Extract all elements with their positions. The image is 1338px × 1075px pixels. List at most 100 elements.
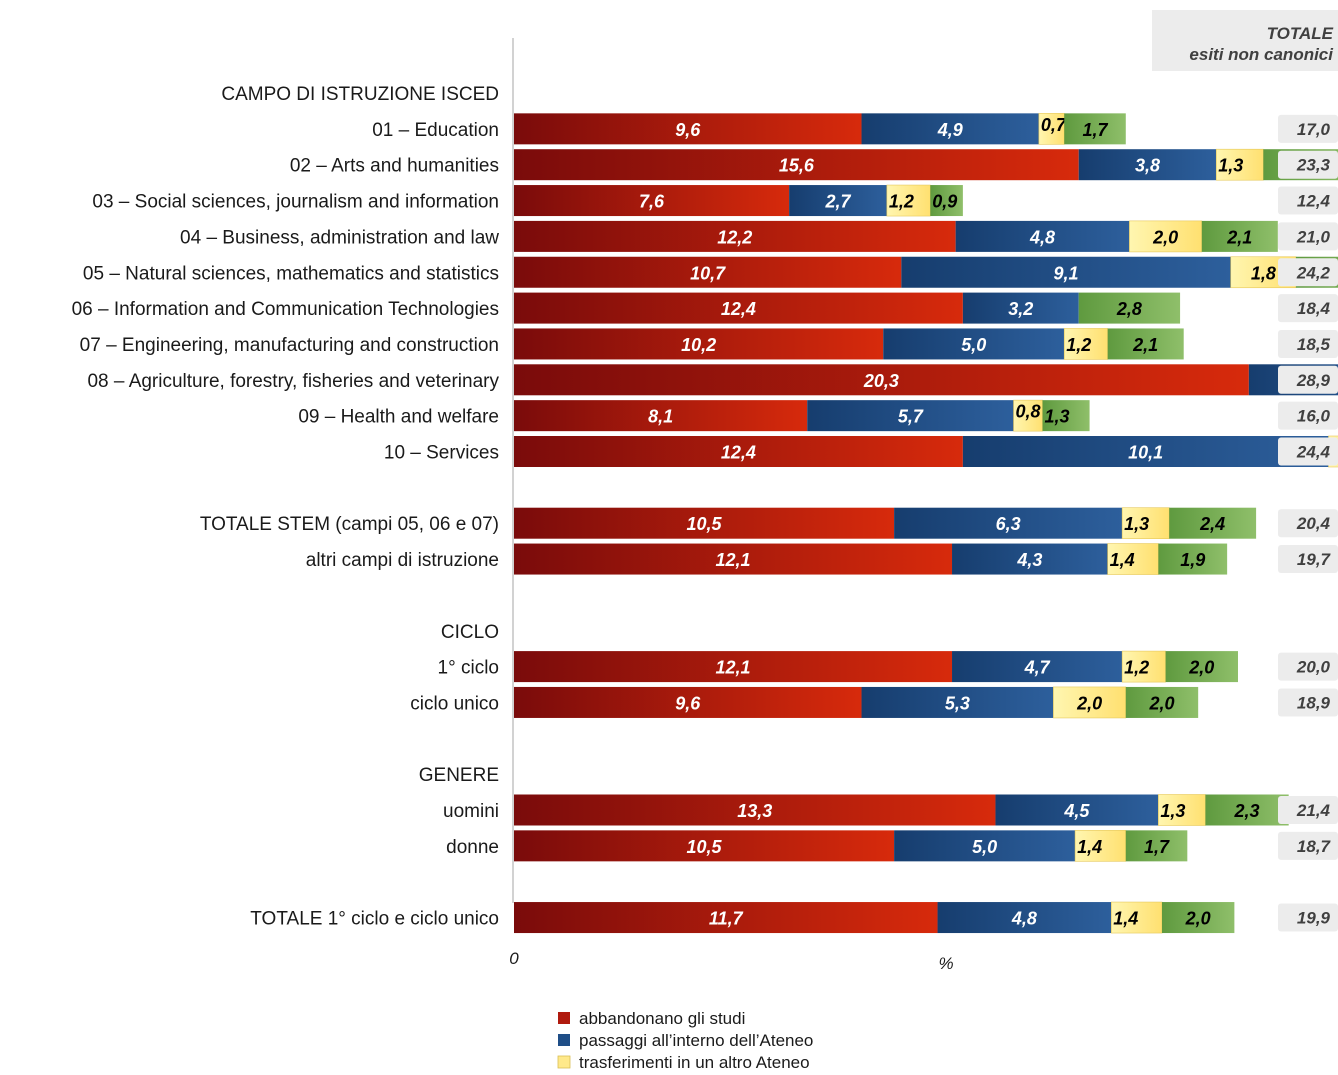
segment-value-label: 10,5 <box>687 837 723 857</box>
segment-value-label: 1,9 <box>1180 550 1205 570</box>
segment-value-label: 13,3 <box>737 801 772 821</box>
segment-value-label: 4,8 <box>1029 227 1055 247</box>
legend-swatch-trasferimenti <box>557 1055 571 1069</box>
bar-segment-abbandonano <box>514 220 956 252</box>
bar-segment-proseguono <box>1078 292 1181 324</box>
segment-value-label: 1,3 <box>1045 407 1070 427</box>
bar-segment-abbandonano <box>514 543 953 575</box>
category-label: 10 – Services <box>384 443 499 464</box>
segment-value-label: 12,4 <box>721 443 756 463</box>
segment-value-label: 1,7 <box>1082 120 1108 140</box>
total-value-box <box>1278 294 1338 323</box>
category-label: ciclo unico <box>410 693 499 714</box>
bar-segment-proseguono <box>1125 830 1188 862</box>
total-value-box <box>1278 509 1338 538</box>
segment-value-label: 6,3 <box>996 514 1021 534</box>
category-label: 09 – Health and welfare <box>298 407 499 428</box>
category-label: 06 – Information and Communication Techn… <box>72 299 499 320</box>
total-value-box <box>1278 258 1338 287</box>
bar-segment-abbandonano <box>514 113 862 145</box>
bar-segment-abbandonano <box>514 400 808 432</box>
segment-value-label: 10,5 <box>687 514 723 534</box>
bar-segment-abbandonano <box>514 185 790 217</box>
bar-segment-proseguono <box>1205 794 1289 826</box>
bar-segment-passaggi <box>789 185 887 217</box>
bar-segment-abbandonano <box>514 328 884 360</box>
segment-value-label: 2,0 <box>1148 693 1174 713</box>
segment-value-label: 2,1 <box>1226 227 1252 247</box>
category-label: 1° ciclo <box>438 658 499 679</box>
bar-segment-abbandonano <box>514 651 953 683</box>
total-header-line1: TOTALE <box>1267 24 1334 43</box>
segment-value-label: 0,8 <box>1016 402 1041 422</box>
total-value-label: 20,0 <box>1296 658 1331 677</box>
bar-segment-abbandonano <box>514 149 1079 181</box>
segment-value-label: 4,9 <box>937 120 963 140</box>
bar-segment-abbandonano <box>514 686 862 718</box>
category-label: 05 – Natural sciences, mathematics and s… <box>83 263 499 284</box>
bar-segment-passaggi <box>995 794 1159 826</box>
bar-segment-proseguono <box>1125 686 1199 718</box>
segment-value-label: 2,0 <box>1185 909 1211 929</box>
total-value-label: 20,4 <box>1296 514 1331 533</box>
category-label: 04 – Business, administration and law <box>180 227 499 248</box>
total-value-label: 19,9 <box>1297 909 1331 928</box>
segment-value-label: 1,8 <box>1251 263 1276 283</box>
category-label: 08 – Agriculture, forestry, fisheries an… <box>87 371 499 392</box>
total-value-box <box>1278 222 1338 251</box>
segment-value-label: 1,2 <box>889 192 914 212</box>
bar-segment-trasferimenti <box>886 184 931 217</box>
segment-value-label: 9,6 <box>675 693 701 713</box>
bar-segment-passaggi <box>955 220 1130 252</box>
bar-segment-proseguono <box>1042 400 1090 432</box>
segment-value-label: 10,1 <box>1128 443 1163 463</box>
total-value-box <box>1278 365 1338 394</box>
total-value-box <box>1278 437 1338 466</box>
category-label: uomini <box>443 801 499 822</box>
bar-segment-passaggi <box>861 113 1039 145</box>
segment-value-label: 2,7 <box>824 192 851 212</box>
total-header-line2: esiti non canonici <box>1189 45 1334 64</box>
legend-label-trasferimenti: trasferimenti in un altro Ateneo <box>579 1053 810 1072</box>
total-value-box <box>1278 903 1338 932</box>
total-value-box <box>1278 114 1338 143</box>
segment-value-label: 5,3 <box>945 693 970 713</box>
segment-value-label: 2,0 <box>1152 227 1178 247</box>
total-value-box <box>1278 652 1338 681</box>
total-value-box <box>1278 688 1338 717</box>
bar-segment-passaggi <box>1078 149 1217 181</box>
segment-value-label: 2,3 <box>1234 801 1260 821</box>
bar-segment-abbandonano <box>514 902 938 934</box>
category-label: 07 – Engineering, manufacturing and cons… <box>80 335 499 356</box>
segment-value-label: 9,1 <box>1054 263 1079 283</box>
bar-segment-abbandonano <box>514 436 963 467</box>
total-value-box <box>1278 186 1338 215</box>
bar-segment-abbandonano <box>514 256 902 288</box>
segment-value-label: 7,6 <box>639 192 665 212</box>
bar-segment-proseguono <box>1064 113 1126 145</box>
segment-value-label: 5,0 <box>961 335 986 355</box>
bar-segment-abbandonano <box>514 794 996 826</box>
bar-segment-passaggi <box>962 436 1329 467</box>
total-value-label: 21,4 <box>1296 801 1331 820</box>
total-value-label: 24,4 <box>1296 443 1331 462</box>
total-value-label: 18,9 <box>1297 693 1331 712</box>
segment-value-label: 4,7 <box>1024 658 1051 678</box>
segment-value-label: 1,4 <box>1113 909 1138 929</box>
segment-value-label: 8,1 <box>648 407 673 427</box>
segment-value-label: 4,8 <box>1011 909 1037 929</box>
bar-segment-passaggi <box>894 830 1076 862</box>
segment-value-label: 1,4 <box>1077 837 1102 857</box>
total-value-label: 12,4 <box>1297 192 1331 211</box>
total-value-box <box>1278 401 1338 430</box>
segment-value-label: 0,7 <box>1041 115 1067 135</box>
total-value-box <box>1278 545 1338 574</box>
total-value-label: 28,9 <box>1296 371 1331 390</box>
bar-segment-passaggi <box>894 507 1123 539</box>
total-value-box <box>1278 329 1338 358</box>
total-value-label: 16,0 <box>1297 407 1331 426</box>
bar-segment-proseguono <box>930 185 963 217</box>
segment-value-label: 4,3 <box>1016 550 1042 570</box>
segment-value-label: 12,1 <box>715 550 750 570</box>
